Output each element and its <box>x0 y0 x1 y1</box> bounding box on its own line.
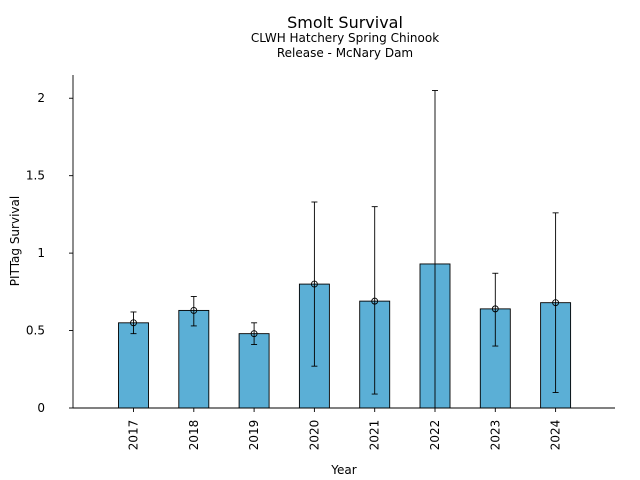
y-tick-label: 1 <box>37 246 45 260</box>
chart-subtitle-line-2: Release - McNary Dam <box>277 46 413 60</box>
chart-title: Smolt Survival <box>287 13 403 32</box>
bar-2018 <box>178 309 210 409</box>
x-tick-label-2017: 2017 <box>127 420 141 451</box>
point-estimate-2021 <box>371 297 379 305</box>
y-tick-label: 1.5 <box>26 169 45 183</box>
point-estimate-2019 <box>250 330 258 338</box>
x-tick-label-2019: 2019 <box>247 420 261 451</box>
x-tick-label-2022: 2022 <box>428 420 442 451</box>
y-tick-label: 2 <box>37 91 45 105</box>
point-estimate-2024 <box>552 299 560 307</box>
point-estimate-2023 <box>491 305 499 313</box>
plot-area <box>118 90 572 409</box>
point-estimate-2020 <box>310 280 318 288</box>
x-tick-label-2024: 2024 <box>549 420 563 451</box>
bar-2019 <box>238 333 270 409</box>
x-axis-title: Year <box>330 463 356 477</box>
point-estimate-2017 <box>130 319 137 327</box>
point-estimate-2018 <box>190 306 198 314</box>
axes: 2017 2018 2019 2020 2021 2022 2023 2024 0 0.5 1 1.5… <box>26 75 615 450</box>
x-tick-label-2021: 2021 <box>368 420 382 451</box>
bar-2017 <box>118 322 149 409</box>
chart-subtitle-line-1: CLWH Hatchery Spring Chinook <box>251 31 439 45</box>
x-tick-label-2018: 2018 <box>187 420 201 451</box>
y-tick-label: 0.5 <box>26 324 45 338</box>
y-axis-title: PITTag Survival <box>8 196 22 286</box>
x-tick-label-2023: 2023 <box>488 420 502 451</box>
x-tick-label-2020: 2020 <box>307 420 321 451</box>
y-tick-label: 0 <box>37 401 45 415</box>
